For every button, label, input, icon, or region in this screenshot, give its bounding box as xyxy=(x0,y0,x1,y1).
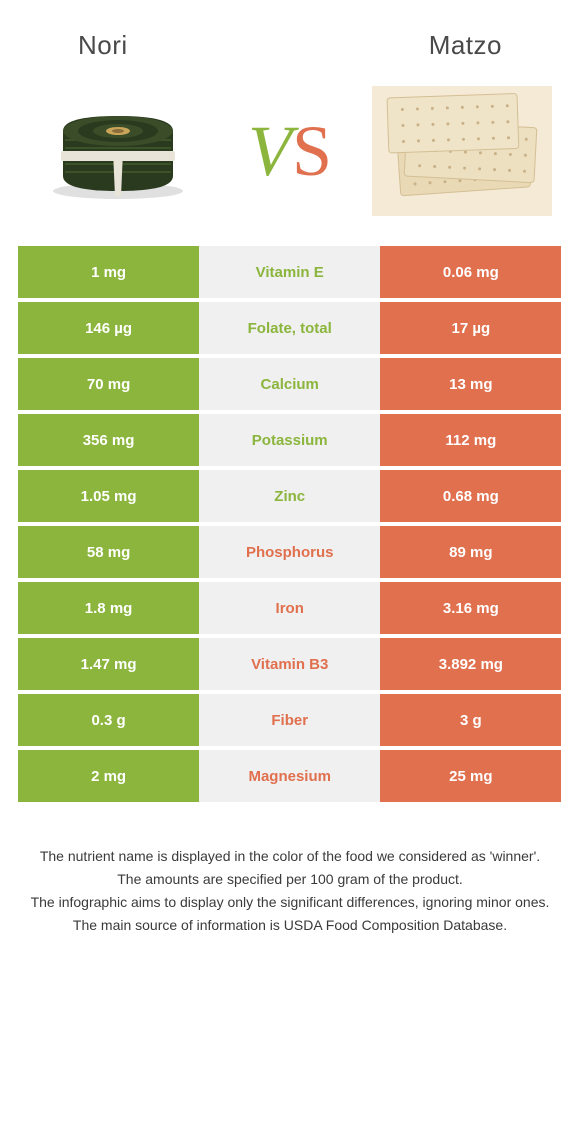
left-value-cell: 2 mg xyxy=(18,750,199,802)
nutrient-label-cell: Magnesium xyxy=(199,750,380,802)
table-row: 58 mgPhosphorus89 mg xyxy=(18,526,562,578)
left-value-cell: 146 µg xyxy=(18,302,199,354)
nutrient-label-cell: Iron xyxy=(199,582,380,634)
left-value-cell: 1 mg xyxy=(18,246,199,298)
table-row: 1.8 mgIron3.16 mg xyxy=(18,582,562,634)
table-row: 146 µgFolate, total17 µg xyxy=(18,302,562,354)
left-value-cell: 58 mg xyxy=(18,526,199,578)
table-row: 70 mgCalcium13 mg xyxy=(18,358,562,410)
vs-s-letter: S xyxy=(292,111,332,191)
matzo-icon xyxy=(372,86,552,216)
right-value-cell: 89 mg xyxy=(380,526,561,578)
left-value-cell: 1.05 mg xyxy=(18,470,199,522)
right-value-cell: 112 mg xyxy=(380,414,561,466)
nutrient-label-cell: Phosphorus xyxy=(199,526,380,578)
nutrient-label-cell: Fiber xyxy=(199,694,380,746)
left-value-cell: 0.3 g xyxy=(18,694,199,746)
footer-line-2: The amounts are specified per 100 gram o… xyxy=(28,869,552,890)
nori-image xyxy=(28,86,208,216)
nutrient-label-cell: Vitamin B3 xyxy=(199,638,380,690)
vs-v-letter: V xyxy=(248,111,292,191)
right-food-title: Matzo xyxy=(429,30,502,61)
nutrient-label-cell: Vitamin E xyxy=(199,246,380,298)
footer-line-4: The main source of information is USDA F… xyxy=(28,915,552,936)
vs-label: VS xyxy=(248,115,332,187)
nutrient-label-cell: Folate, total xyxy=(199,302,380,354)
left-value-cell: 356 mg xyxy=(18,414,199,466)
matzo-image xyxy=(372,86,552,216)
hero-row: VS xyxy=(18,86,562,246)
left-value-cell: 1.47 mg xyxy=(18,638,199,690)
left-food-title: Nori xyxy=(78,30,128,61)
table-row: 2 mgMagnesium25 mg xyxy=(18,750,562,802)
right-value-cell: 17 µg xyxy=(380,302,561,354)
footer-line-3: The infographic aims to display only the… xyxy=(28,892,552,913)
right-value-cell: 13 mg xyxy=(380,358,561,410)
table-row: 1.05 mgZinc0.68 mg xyxy=(18,470,562,522)
nutrient-label-cell: Zinc xyxy=(199,470,380,522)
left-value-cell: 70 mg xyxy=(18,358,199,410)
right-value-cell: 0.06 mg xyxy=(380,246,561,298)
table-row: 1.47 mgVitamin B33.892 mg xyxy=(18,638,562,690)
infographic-container: Nori Matzo VS xyxy=(0,0,580,968)
left-value-cell: 1.8 mg xyxy=(18,582,199,634)
footer-notes: The nutrient name is displayed in the co… xyxy=(18,806,562,936)
nori-roll-icon xyxy=(43,96,193,206)
right-value-cell: 0.68 mg xyxy=(380,470,561,522)
right-value-cell: 3.892 mg xyxy=(380,638,561,690)
right-value-cell: 3.16 mg xyxy=(380,582,561,634)
nutrient-label-cell: Potassium xyxy=(199,414,380,466)
table-row: 0.3 gFiber3 g xyxy=(18,694,562,746)
titles-row: Nori Matzo xyxy=(18,20,562,86)
right-value-cell: 3 g xyxy=(380,694,561,746)
nutrient-table: 1 mgVitamin E0.06 mg146 µgFolate, total1… xyxy=(18,246,562,802)
table-row: 356 mgPotassium112 mg xyxy=(18,414,562,466)
nutrient-label-cell: Calcium xyxy=(199,358,380,410)
table-row: 1 mgVitamin E0.06 mg xyxy=(18,246,562,298)
right-value-cell: 25 mg xyxy=(380,750,561,802)
footer-line-1: The nutrient name is displayed in the co… xyxy=(28,846,552,867)
